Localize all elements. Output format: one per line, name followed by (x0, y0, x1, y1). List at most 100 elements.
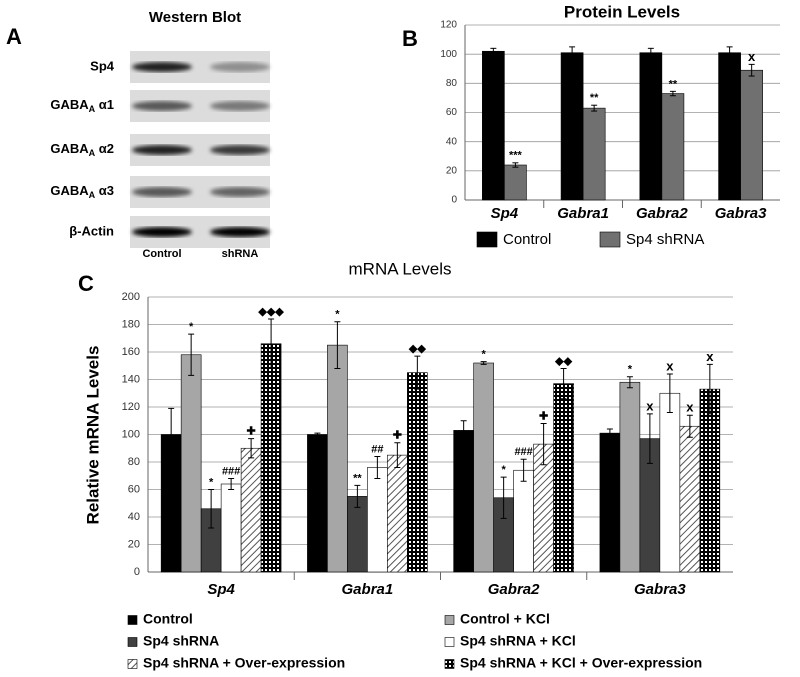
error-bar (646, 413, 653, 464)
bar (679, 425, 701, 573)
row-label-tail: α3 (95, 183, 114, 198)
row-label-tail: α1 (95, 97, 114, 112)
error-bar (706, 363, 713, 415)
chart-title: mRNA Levels (349, 259, 452, 278)
bar (504, 164, 527, 201)
x-tick-label: Sp4 (207, 581, 235, 598)
significance-marker: ✚ (246, 426, 255, 438)
x-tick-label: Gabra1 (557, 205, 609, 222)
chart-title: Protein Levels (564, 2, 680, 21)
error-bar (314, 432, 321, 437)
panel-label: B (402, 26, 418, 51)
y-tick-label: 60 (128, 483, 140, 495)
legend-swatch (444, 637, 455, 647)
row-label-text: GABA (50, 183, 89, 198)
significance-marker: * (501, 464, 506, 476)
error-bar (748, 63, 755, 77)
y-tick-label: 40 (446, 136, 458, 147)
bar (513, 469, 534, 573)
error-bar (726, 46, 733, 60)
bar (718, 52, 741, 201)
x-tick-label: Gabra2 (488, 581, 540, 598)
error-bar (520, 458, 527, 482)
error-bar (268, 318, 275, 369)
blot-band (210, 187, 270, 197)
significance-marker: ◆◆ (408, 343, 426, 355)
significance-marker: x (686, 400, 694, 415)
blot-band (132, 227, 192, 237)
error-bar (460, 420, 467, 441)
legend-label: Sp4 shRNA (143, 633, 219, 649)
column-label: Control (142, 248, 181, 260)
y-tick-label: 100 (440, 49, 457, 60)
error-bar (394, 442, 401, 468)
y-tick-label: 40 (128, 511, 140, 523)
bar (619, 381, 641, 573)
bar (482, 50, 505, 201)
significance-marker: ✚ (539, 410, 548, 422)
bar (327, 344, 348, 573)
row-label: β-Actin (69, 223, 114, 238)
legend-label: Sp4 shRNA + Over-expression (143, 655, 345, 671)
significance-marker: * (189, 321, 194, 333)
significance-marker: ◆◆◆ (257, 306, 284, 318)
bar (582, 107, 606, 201)
error-bar (500, 476, 507, 519)
error-bar (686, 414, 693, 438)
significance-marker: ✚ (393, 430, 402, 442)
bar (740, 69, 763, 201)
y-tick-label: 0 (451, 195, 457, 206)
error-bar (569, 46, 576, 60)
legend-label: Control (143, 611, 193, 627)
legend-swatch (127, 637, 138, 647)
bar (240, 447, 262, 573)
legend-swatch (599, 231, 621, 248)
bar (367, 467, 388, 573)
bar (553, 383, 574, 573)
legend-label: Control (503, 231, 551, 248)
error-bar (626, 376, 633, 389)
row-label-tail: α2 (95, 141, 114, 156)
significance-marker: * (628, 364, 633, 376)
error-bar (647, 47, 654, 58)
y-tick-label: 20 (128, 538, 140, 550)
error-bar (248, 438, 255, 459)
significance-marker: ### (514, 446, 532, 458)
error-bar (591, 104, 598, 112)
row-label: GABAA α2 (50, 141, 114, 158)
error-bar (560, 368, 567, 400)
bar (180, 354, 202, 573)
y-tick-label: 0 (134, 566, 140, 578)
x-tick-label: Sp4 (491, 205, 519, 222)
column-label: shRNA (222, 248, 259, 260)
significance-marker: x (666, 358, 674, 373)
error-bar (490, 47, 497, 55)
error-bar (188, 333, 195, 376)
error-bar (334, 321, 341, 369)
bar (453, 430, 474, 573)
y-tick-label: 160 (122, 346, 140, 358)
bar (560, 52, 584, 201)
blot-band (210, 62, 270, 72)
error-bar (669, 90, 676, 97)
row-label-text: GABA (50, 141, 89, 156)
significance-marker: * (482, 349, 487, 361)
error-bar (374, 456, 381, 479)
significance-marker: x (706, 349, 714, 364)
significance-marker: ◆◆ (554, 355, 572, 367)
bar (387, 454, 408, 573)
y-axis-label: Relative mRNA Levels (83, 346, 102, 525)
legend-label: Sp4 shRNA (626, 231, 704, 248)
row-label: GABAA α3 (50, 183, 114, 200)
row-label-sub: A (89, 148, 96, 158)
row-label: GABAA α1 (50, 97, 114, 114)
error-bar (168, 407, 175, 462)
error-bar (208, 489, 215, 529)
y-tick-label: 200 (122, 291, 140, 303)
chart-title: Western Blot (149, 9, 241, 26)
significance-marker: * (209, 476, 214, 488)
legend-label: Sp4 shRNA + KCl + Over-expression (460, 655, 702, 671)
legend-label: Control + KCl (460, 611, 550, 627)
bar (639, 52, 663, 201)
